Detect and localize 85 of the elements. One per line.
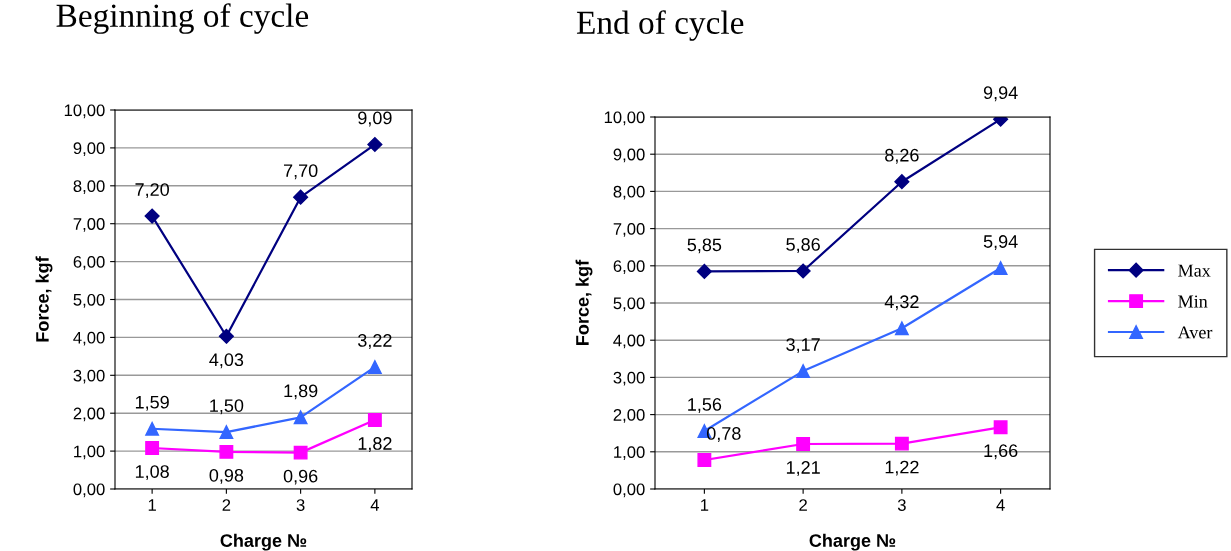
data-label: 5,86 <box>786 238 820 253</box>
data-label: 1,56 <box>688 398 722 413</box>
y-tick-label: 10,00 <box>604 111 645 126</box>
data-label: 5,94 <box>983 235 1018 251</box>
data-label: 7,70 <box>283 164 318 180</box>
x-tick-label: 2 <box>222 499 231 511</box>
x-tick-label: 1 <box>148 499 156 511</box>
y-tick-label: 8,00 <box>73 180 105 194</box>
legend-label: Max <box>1178 264 1211 277</box>
y-tick-label: 5,00 <box>73 293 105 308</box>
point <box>993 420 1008 435</box>
data-label: 1,08 <box>135 465 169 481</box>
point <box>796 364 811 379</box>
y-tick-label: 6,00 <box>73 256 105 270</box>
data-label: 1,21 <box>786 461 820 476</box>
point <box>795 263 811 279</box>
data-label: 1,89 <box>284 384 318 400</box>
point <box>697 453 712 467</box>
data-label: 9,09 <box>358 111 392 127</box>
x-tick-label: 3 <box>897 499 906 511</box>
data-label: 3,17 <box>786 338 820 354</box>
x-tick-label: 3 <box>296 499 305 511</box>
point <box>293 445 308 460</box>
chart-title: Beginning of cycle <box>56 3 309 34</box>
y-tick-label: 1,00 <box>614 446 645 460</box>
y-tick-label: 3,00 <box>73 369 105 384</box>
point <box>367 413 382 427</box>
data-label: 1,66 <box>984 444 1018 460</box>
data-label: 1,22 <box>885 460 919 476</box>
y-tick-label: 10,00 <box>64 104 105 119</box>
data-label: 8,26 <box>885 148 919 164</box>
y-tick-label: 2,00 <box>613 409 645 423</box>
data-label: 1,59 <box>135 395 169 411</box>
x-axis-title: Charge № <box>809 533 896 551</box>
y-tick-label: 7,00 <box>613 223 645 237</box>
y-tick-label: 4,00 <box>613 334 645 349</box>
y-tick-label: 6,00 <box>613 260 645 274</box>
x-tick-label: 2 <box>799 499 807 511</box>
y-axis-title: Force, kgf <box>35 256 53 342</box>
y-tick-label: 1,00 <box>74 445 105 460</box>
y-tick-label: 9,00 <box>73 142 105 157</box>
y-tick-label: 4,00 <box>73 331 105 346</box>
y-tick-label: 0,00 <box>613 483 645 498</box>
legend-label: Min <box>1178 295 1208 308</box>
point <box>993 261 1008 275</box>
chart-title: End of cycle <box>576 10 744 41</box>
y-tick-label: 8,00 <box>613 185 645 200</box>
y-axis-title: Force, kgf <box>575 259 593 345</box>
data-label: 3,22 <box>357 334 392 349</box>
x-tick-label: 1 <box>701 499 709 511</box>
point <box>219 425 234 440</box>
point <box>293 189 309 205</box>
y-tick-label: 3,00 <box>613 371 645 386</box>
data-label: 0,96 <box>283 469 318 485</box>
x-tick-label: 4 <box>996 499 1005 511</box>
y-tick-label: 0,00 <box>73 483 105 498</box>
point <box>218 328 234 344</box>
data-label: 4,32 <box>884 295 919 311</box>
point <box>367 360 382 374</box>
point <box>293 410 308 425</box>
data-label: 0,78 <box>706 427 741 442</box>
point <box>145 441 160 456</box>
point <box>894 436 909 451</box>
x-axis-title: Charge № <box>220 533 307 551</box>
data-label: 9,94 <box>983 86 1018 102</box>
point <box>796 437 811 451</box>
y-tick-label: 9,00 <box>613 148 645 163</box>
data-label: 7,20 <box>135 183 169 199</box>
point <box>219 444 234 459</box>
data-label: 0,98 <box>209 468 244 484</box>
point <box>894 321 909 336</box>
data-label: 1,50 <box>210 399 244 415</box>
data-label: 5,85 <box>687 238 722 254</box>
point <box>144 208 160 224</box>
point <box>145 421 160 436</box>
y-tick-label: 2,00 <box>73 407 105 422</box>
legend-label: Aver <box>1177 326 1213 339</box>
point <box>696 263 712 279</box>
x-tick-label: 4 <box>370 499 380 511</box>
point <box>367 136 383 153</box>
y-tick-label: 5,00 <box>613 297 645 312</box>
data-label: 4,03 <box>209 353 244 369</box>
data-label: 1,82 <box>358 437 392 452</box>
point <box>894 174 910 190</box>
y-tick-label: 7,00 <box>73 218 105 232</box>
